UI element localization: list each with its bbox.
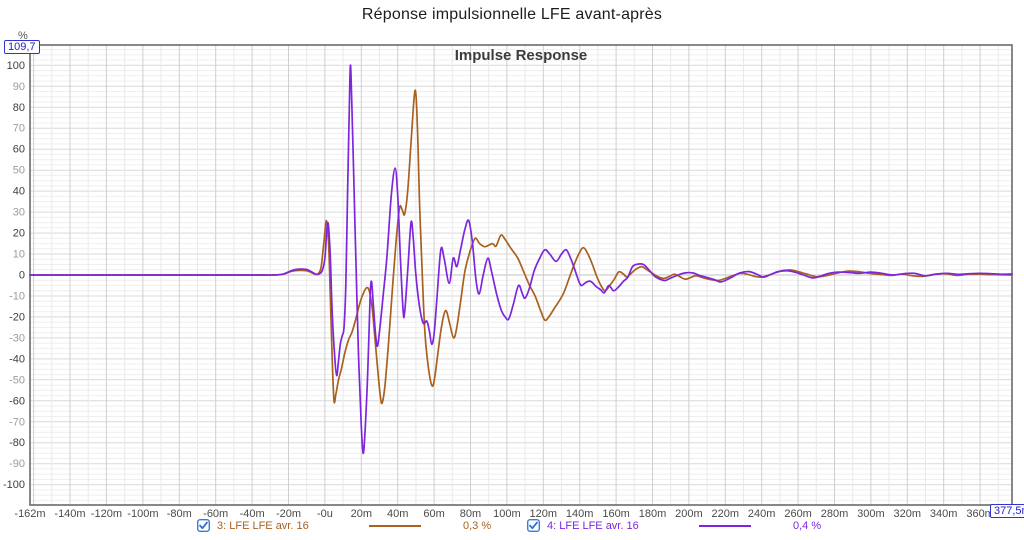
svg-text:80: 80 [13, 102, 25, 114]
svg-text:-10: -10 [9, 291, 25, 303]
svg-text:140m: 140m [566, 508, 594, 520]
svg-text:340m: 340m [930, 508, 958, 520]
svg-text:-60m: -60m [203, 508, 228, 520]
svg-text:90: 90 [13, 81, 25, 93]
svg-text:100m: 100m [493, 508, 521, 520]
x-axis-max-box[interactable]: 377,5m [990, 504, 1024, 518]
legend-trace4-swatch [699, 524, 751, 527]
svg-text:70: 70 [13, 123, 25, 135]
legend: 3: LFE LFE avr. 16 0,3 % 4: LFE LFE avr.… [0, 519, 1024, 532]
svg-text:20: 20 [13, 228, 25, 240]
svg-text:-0u: -0u [317, 508, 333, 520]
svg-text:-80m: -80m [167, 508, 192, 520]
svg-text:-70: -70 [9, 416, 25, 428]
svg-text:-40: -40 [9, 353, 25, 365]
svg-text:280m: 280m [821, 508, 849, 520]
svg-text:-20: -20 [9, 311, 25, 323]
y-axis-max-box[interactable]: 109,7 [4, 40, 40, 54]
svg-text:160m: 160m [602, 508, 630, 520]
svg-text:-100m: -100m [127, 508, 158, 520]
svg-text:-90: -90 [9, 458, 25, 470]
svg-text:60: 60 [13, 144, 25, 156]
svg-text:40m: 40m [387, 508, 408, 520]
svg-text:200m: 200m [675, 508, 703, 520]
svg-text:-30: -30 [9, 332, 25, 344]
page-title: Réponse impulsionnelle LFE avant-après [361, 6, 663, 23]
chart-title: Impulse Response [454, 47, 588, 64]
svg-text:60m: 60m [423, 508, 444, 520]
legend-trace3-percent: 0,3 % [463, 519, 492, 532]
svg-text:-120m: -120m [91, 508, 122, 520]
legend-entry-trace4: 4: LFE LFE avr. 16 0,4 % [527, 519, 827, 532]
svg-text:240m: 240m [748, 508, 776, 520]
svg-text:0: 0 [19, 270, 25, 282]
y-axis-unit-label: % [18, 30, 28, 42]
svg-text:120m: 120m [530, 508, 558, 520]
svg-text:100: 100 [7, 60, 25, 72]
legend-trace3-swatch [369, 524, 421, 527]
svg-text:-20m: -20m [276, 508, 301, 520]
svg-text:-162m: -162m [14, 508, 45, 520]
svg-text:260m: 260m [784, 508, 812, 520]
legend-trace3-label: 3: LFE LFE avr. 16 [217, 519, 309, 532]
svg-text:360m: 360m [966, 508, 994, 520]
legend-trace4-label: 4: LFE LFE avr. 16 [547, 519, 639, 532]
svg-text:40: 40 [13, 186, 25, 198]
svg-text:-100: -100 [3, 479, 25, 491]
svg-text:50: 50 [13, 165, 25, 177]
svg-text:30: 30 [13, 207, 25, 219]
legend-trace4-percent: 0,4 % [793, 519, 822, 532]
svg-text:10: 10 [13, 249, 25, 261]
svg-text:-60: -60 [9, 395, 25, 407]
svg-text:-50: -50 [9, 374, 25, 386]
svg-text:80m: 80m [460, 508, 481, 520]
svg-text:220m: 220m [712, 508, 740, 520]
legend-entry-trace3: 3: LFE LFE avr. 16 0,3 % [197, 519, 497, 532]
checkbox-checked-icon[interactable] [197, 519, 210, 532]
svg-text:-80: -80 [9, 437, 25, 449]
svg-text:320m: 320m [894, 508, 922, 520]
svg-text:-40m: -40m [240, 508, 265, 520]
checkbox-checked-icon[interactable] [527, 519, 540, 532]
svg-text:20m: 20m [351, 508, 372, 520]
svg-text:300m: 300m [857, 508, 885, 520]
svg-text:-140m: -140m [54, 508, 85, 520]
svg-text:180m: 180m [639, 508, 667, 520]
